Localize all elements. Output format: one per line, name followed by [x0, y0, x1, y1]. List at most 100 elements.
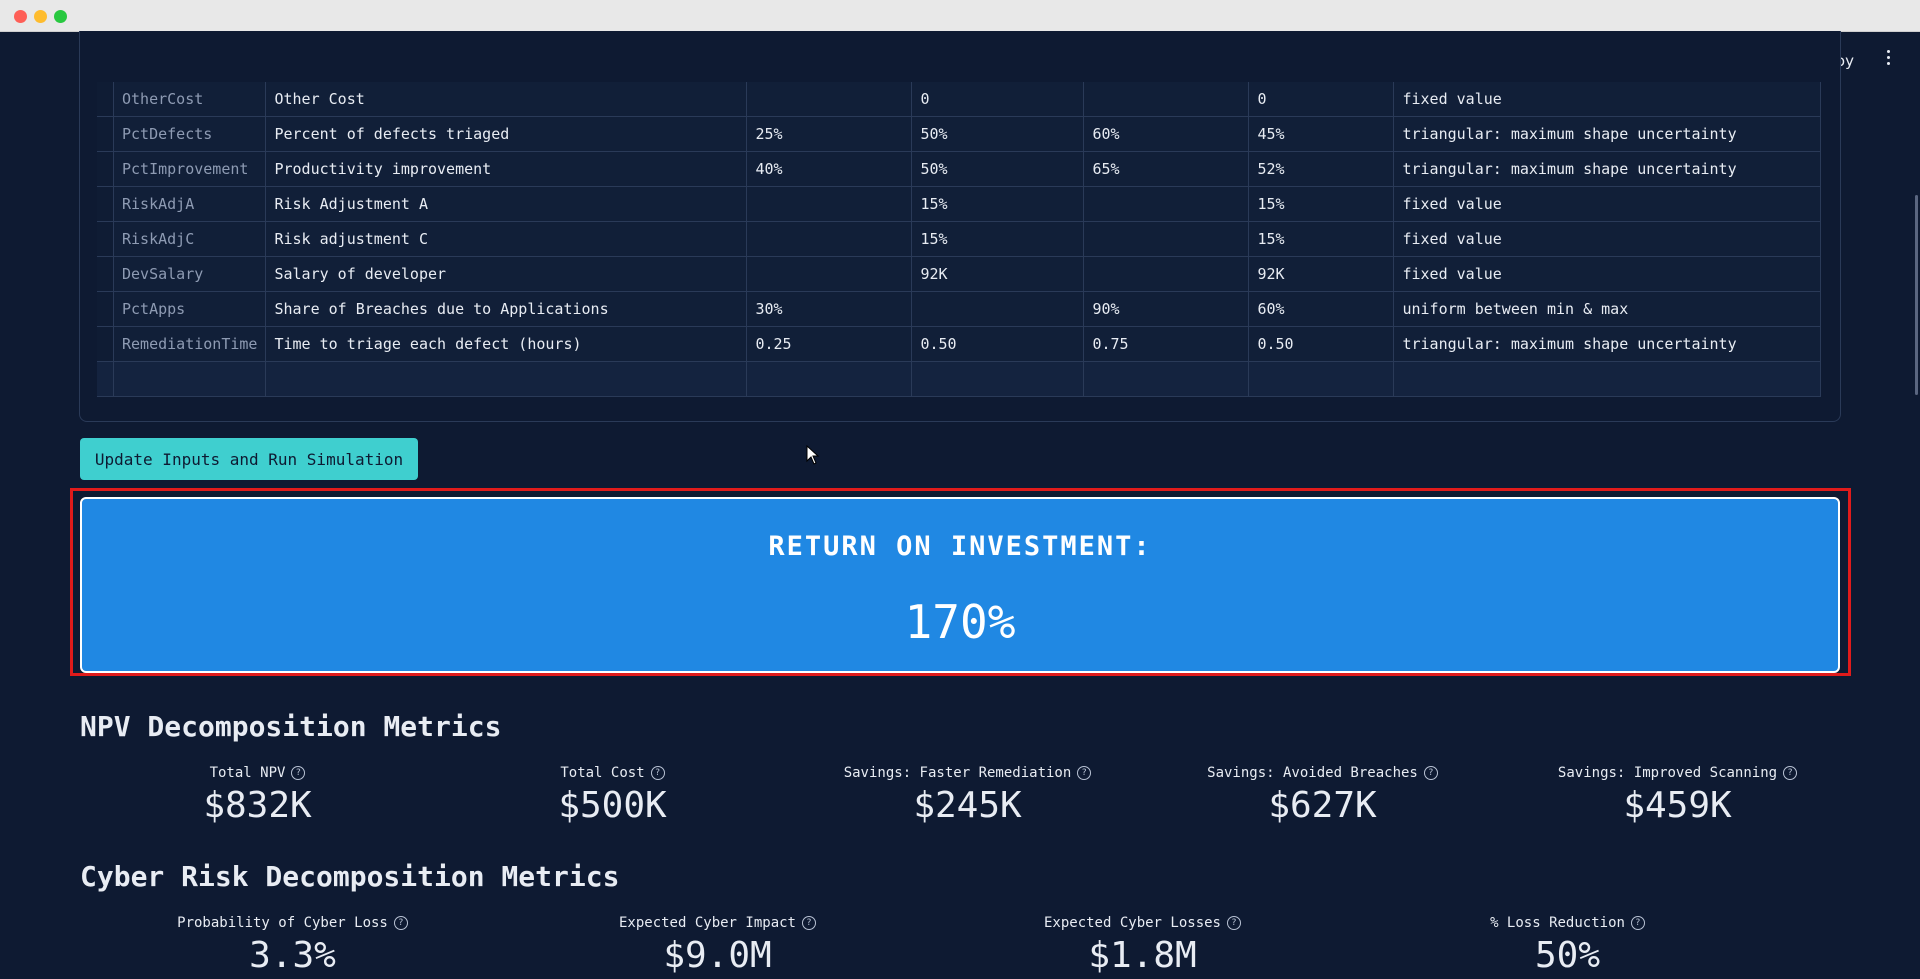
table-cell-mode[interactable]: 50% [911, 151, 1085, 187]
table-cell-min[interactable] [746, 256, 913, 292]
page-scrollbar[interactable] [1915, 195, 1918, 395]
table-cell-max[interactable]: 0.75 [1083, 326, 1250, 362]
roi-highlight-frame [70, 488, 1851, 676]
maximize-window-button[interactable] [54, 10, 67, 23]
table-cell-min[interactable]: 25% [746, 116, 913, 152]
table-cell-min[interactable]: 0.25 [746, 326, 913, 362]
table-cell-distribution[interactable]: fixed value [1393, 82, 1822, 117]
table-cell-max[interactable] [1083, 186, 1250, 222]
table-cell-distribution[interactable]: uniform between min & max [1393, 291, 1822, 327]
help-icon[interactable]: ? [1630, 916, 1645, 930]
help-icon[interactable]: ? [291, 766, 306, 780]
table-cell-mode[interactable]: 0.50 [911, 326, 1085, 362]
table-cell-max[interactable] [1083, 361, 1250, 397]
metric-label-text: Savings: Faster Remediation [843, 765, 1072, 781]
table-cell-distribution[interactable]: triangular: maximum shape uncertainty [1393, 151, 1822, 187]
table-cell-mean[interactable]: 52% [1248, 151, 1395, 187]
table-cell-description[interactable]: Productivity improvement [265, 151, 748, 187]
help-icon[interactable]: ? [1783, 766, 1798, 780]
table-cell-mean[interactable]: 45% [1248, 116, 1395, 152]
table-cell-description[interactable]: Time to triage each defect (hours) [265, 326, 748, 362]
help-icon[interactable]: ? [1423, 766, 1438, 780]
table-cell-name[interactable] [113, 361, 267, 397]
table-cell-name[interactable]: PctApps [113, 291, 267, 327]
table-cell-min[interactable] [746, 221, 913, 257]
table-cell-name[interactable]: OtherCost [113, 82, 267, 117]
table-cell-mean[interactable]: 0.50 [1248, 326, 1395, 362]
metric-label: Savings: Faster Remediation? [844, 765, 1092, 781]
help-icon[interactable]: ? [650, 766, 665, 780]
metric-value: $832K [203, 785, 312, 826]
table-cell-max[interactable] [1083, 82, 1250, 117]
table-cell-description[interactable]: Percent of defects triaged [265, 116, 748, 152]
metric-card: Savings: Improved Scanning? $459K [1500, 762, 1855, 826]
row-index-cell[interactable] [97, 361, 114, 397]
table-cell-description[interactable]: Share of Breaches due to Applications [265, 291, 748, 327]
metric-label: Total NPV? [210, 765, 306, 781]
table-cell-mean[interactable]: 60% [1248, 291, 1395, 327]
table-cell-mean[interactable]: 92K [1248, 256, 1395, 292]
help-icon[interactable]: ? [393, 916, 408, 930]
table-cell-min[interactable] [746, 186, 913, 222]
table-cell-mode[interactable]: 92K [911, 256, 1085, 292]
row-index-cell[interactable] [97, 151, 114, 187]
table-cell-mode[interactable] [911, 361, 1085, 397]
table-cell-distribution[interactable]: fixed value [1393, 256, 1822, 292]
table-cell-mean[interactable] [1248, 361, 1395, 397]
table-cell-max[interactable]: 60% [1083, 116, 1250, 152]
close-window-button[interactable] [14, 10, 27, 23]
row-index-cell[interactable] [97, 186, 114, 222]
table-cell-name[interactable]: PctImprovement [113, 151, 267, 187]
table-cell-name[interactable]: RiskAdjC [113, 221, 267, 257]
metric-value: $1.8M [1088, 935, 1197, 976]
table-cell-mean[interactable]: 15% [1248, 221, 1395, 257]
row-index-cell[interactable] [97, 291, 114, 327]
row-index-cell[interactable] [97, 326, 114, 362]
help-icon[interactable]: ? [1227, 916, 1241, 930]
row-index-cell[interactable] [97, 221, 114, 257]
table-cell-mode[interactable] [911, 291, 1085, 327]
table-cell-max[interactable]: 65% [1083, 151, 1250, 187]
minimize-window-button[interactable] [34, 10, 47, 23]
table-cell-description[interactable] [265, 361, 748, 397]
table-cell-distribution[interactable] [1393, 361, 1822, 397]
table-cell-max[interactable] [1083, 221, 1250, 257]
table-cell-mode[interactable]: 15% [911, 186, 1085, 222]
table-cell-name[interactable]: PctDefects [113, 116, 267, 152]
table-cell-mode[interactable]: 0 [911, 82, 1085, 117]
table-cell-name[interactable]: RemediationTime [113, 326, 267, 362]
table-cell-name[interactable]: DevSalary [113, 256, 267, 292]
metric-label-text: Probability of Cyber Loss [177, 915, 388, 931]
row-index-cell[interactable] [97, 82, 114, 117]
table-cell-description[interactable]: Other Cost [265, 82, 748, 117]
table-cell-description[interactable]: Salary of developer [265, 256, 748, 292]
table-cell-distribution[interactable]: triangular: maximum shape uncertainty [1393, 116, 1822, 152]
table-cell-distribution[interactable]: fixed value [1393, 186, 1822, 222]
row-index-cell[interactable] [97, 256, 114, 292]
table-cell-max[interactable] [1083, 256, 1250, 292]
table-cell-min[interactable] [746, 361, 913, 397]
table-cell-mean[interactable]: 0 [1248, 82, 1395, 117]
table-cell-min[interactable]: 40% [746, 151, 913, 187]
table-row: PctImprovement Productivity improvement 40… [97, 151, 1822, 187]
help-icon[interactable]: ? [1077, 766, 1092, 780]
table-cell-mean[interactable]: 15% [1248, 186, 1395, 222]
row-index-cell[interactable] [97, 116, 114, 152]
metric-card: Savings: Avoided Breaches? $627K [1145, 762, 1500, 826]
table-cell-name[interactable]: RiskAdjA [113, 186, 267, 222]
table-cell-distribution[interactable]: triangular: maximum shape uncertainty [1393, 326, 1822, 362]
table-cell-mode[interactable]: 15% [911, 221, 1085, 257]
table-cell-description[interactable]: Risk adjustment C [265, 221, 748, 257]
table-cell-distribution[interactable]: fixed value [1393, 221, 1822, 257]
run-simulation-button[interactable]: Update Inputs and Run Simulation [80, 438, 418, 480]
table-cell-min[interactable] [746, 82, 913, 117]
table-cell-min[interactable]: 30% [746, 291, 913, 327]
metric-label-text: Expected Cyber Losses [1043, 915, 1221, 931]
table-cell-description[interactable]: Risk Adjustment A [265, 186, 748, 222]
help-icon[interactable]: ? [802, 916, 816, 930]
more-options-icon[interactable] [1884, 50, 1892, 68]
table-cell-mode[interactable]: 50% [911, 116, 1085, 152]
table-cell-max[interactable]: 90% [1083, 291, 1250, 327]
npv-section-title: NPV Decomposition Metrics [80, 710, 502, 743]
